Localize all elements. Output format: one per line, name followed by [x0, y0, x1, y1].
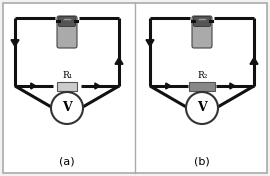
- Text: V: V: [197, 101, 207, 114]
- Polygon shape: [115, 57, 123, 64]
- FancyBboxPatch shape: [57, 16, 77, 48]
- Circle shape: [186, 92, 218, 124]
- Polygon shape: [31, 83, 36, 89]
- Text: (a): (a): [59, 157, 75, 167]
- Text: R₂: R₂: [198, 71, 208, 80]
- Polygon shape: [166, 83, 171, 89]
- Text: R₁: R₁: [63, 71, 73, 80]
- Bar: [189, 81, 215, 90]
- Polygon shape: [95, 83, 100, 89]
- Circle shape: [51, 92, 83, 124]
- Polygon shape: [250, 57, 258, 64]
- Text: (b): (b): [194, 157, 210, 167]
- Polygon shape: [11, 40, 19, 47]
- Polygon shape: [146, 40, 154, 47]
- Bar: [57, 81, 77, 90]
- FancyBboxPatch shape: [59, 17, 76, 27]
- Polygon shape: [230, 83, 235, 89]
- FancyBboxPatch shape: [194, 17, 211, 27]
- Text: V: V: [62, 101, 72, 114]
- FancyBboxPatch shape: [192, 16, 212, 48]
